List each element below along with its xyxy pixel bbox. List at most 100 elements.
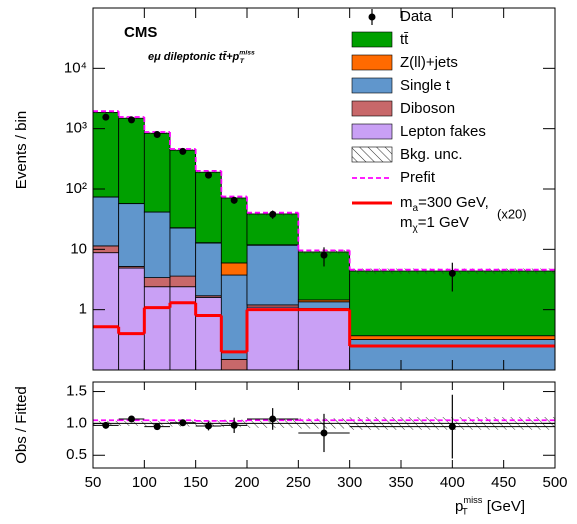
histogram-segment [143,286,171,370]
x-tick-label: 300 [337,474,362,491]
histogram-segment [220,274,248,360]
legend-label: Z(ll)+jets [400,54,458,71]
histogram-segment [93,252,120,370]
x-tick-label: 400 [440,474,465,491]
legend-scale: (x20) [497,206,527,221]
x-axis-label-sup: miss [463,495,482,505]
histogram-segment [195,296,222,370]
legend-data-marker [368,13,376,21]
ratio-point [230,421,238,429]
y-tick-label: 10³ [65,120,87,137]
ratio-y-tick-label: 0.5 [66,446,87,463]
ratio-y-axis-label: Obs / Fitted [13,386,30,464]
histogram-segment [297,301,351,309]
histogram-segment [246,244,299,306]
subtitle-sub: T [240,58,245,65]
histogram-segment [93,112,120,198]
legend-swatch [351,100,393,117]
ratio-point [153,423,161,431]
x-tick-label: 450 [491,474,516,491]
ratio-point [448,423,456,431]
legend-label-part: =1 GeV [418,214,469,231]
y-tick-label: 10⁴ [64,59,87,76]
legend-label-sub: a [413,203,419,214]
ratio-point [205,422,212,430]
x-tick-label: 350 [388,474,413,491]
histogram-segment [93,196,120,247]
ratio-point [102,421,110,429]
ratio-point [269,415,277,423]
legend-label-part: m [400,194,413,211]
x-tick-label: 50 [85,474,102,491]
y-tick-label: 10 [70,240,87,257]
histogram-segment [246,213,299,246]
ratio-y-tick-label: 1.5 [66,383,87,400]
ratio-point [128,415,135,423]
x-tick-label: 150 [183,474,208,491]
y-tick-label: 10² [65,180,87,197]
histogram-segment [143,132,171,213]
legend-label: Lepton fakes [400,123,486,140]
histogram-segment [195,242,222,297]
histogram-segment [169,149,197,229]
histogram-segment [169,275,197,288]
legend-swatch [351,77,393,94]
data-point [102,113,110,121]
histogram-segment [118,203,145,267]
legend-swatch [351,54,393,71]
x-tick-label: 200 [234,474,259,491]
histogram-segment [195,171,222,244]
subtitle-base: eμ dileptonic tt̄+p [148,51,240,63]
legend-label-part: =300 GeV, [418,194,489,211]
legend-label: Diboson [400,100,455,117]
x-tick-label: 100 [132,474,157,491]
x-axis-label-base: p [455,498,463,515]
histogram-segment [220,197,248,264]
cms-label: CMS [124,24,157,41]
subtitle: eμ dileptonic tt̄+pmiss T [148,49,255,64]
histogram-segment [169,227,197,277]
histogram-segment [143,277,171,288]
legend-swatch [351,146,393,163]
histogram-segment [220,358,248,370]
x-axis-label: pmiss T [GeV] [455,495,525,516]
legend-label-sub: χ [413,223,419,234]
data-point [179,147,187,155]
legend-label: Prefit [400,169,436,186]
ratio-frame [92,381,556,469]
histogram-segment [118,267,145,370]
data-point [205,171,212,179]
x-axis-label-unit: [GeV] [483,498,526,515]
histogram-segment [143,211,171,279]
histogram-segment [246,306,299,370]
data-point [448,269,456,277]
legend-label: mχ=1 GeV [400,214,469,234]
legend-label-part: m [400,214,413,231]
histogram-segment [169,286,197,370]
uncertainty-band [93,111,119,114]
ratio-point [320,429,328,437]
histogram-segment [118,117,145,204]
data-point [153,131,161,139]
x-tick-label: 500 [542,474,567,491]
legend-label: ma=300 GeV, [400,194,489,214]
legend-label: Data [400,8,432,25]
ratio-point [179,419,187,427]
ratio-y-tick-label: 1.0 [66,414,87,431]
data-point [269,210,277,218]
data-point [230,196,238,204]
histogram-segment [349,335,555,340]
data-point [320,251,328,259]
legend-swatch [351,123,393,140]
x-tick-label: 250 [286,474,311,491]
histogram-segment [349,369,555,370]
legend-label: Single t [400,77,451,94]
y-tick-label: 1 [79,301,87,318]
legend-label: tt̄ [400,31,409,48]
subtitle-sup: miss [239,49,255,56]
histogram-segment [220,262,248,276]
main-plot [93,110,555,370]
legend-label: Bkg. unc. [400,146,463,163]
histogram-segment [297,309,351,370]
